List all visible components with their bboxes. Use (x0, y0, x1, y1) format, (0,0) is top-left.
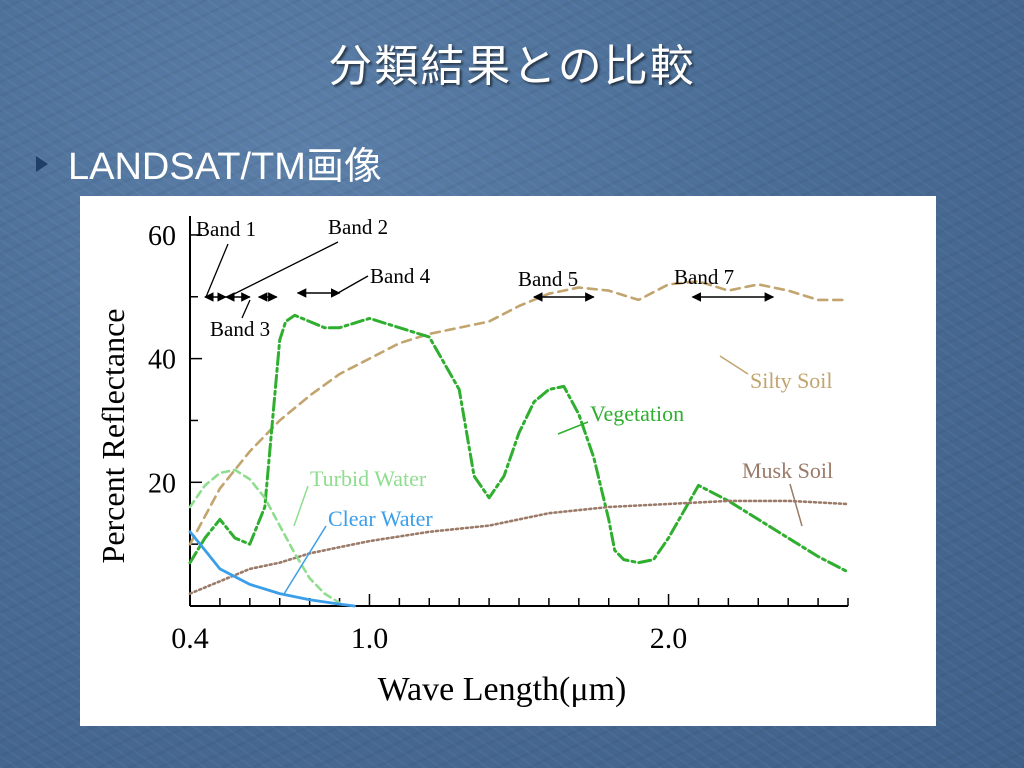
band-leader-line (337, 275, 369, 294)
series-label-vegetation: Vegetation (590, 401, 684, 426)
axes-layer: 20 40 60 0.4 1.0 2.0 (148, 216, 849, 655)
x-tick-label: 0.4 (171, 622, 209, 655)
x-tick-label: 1.0 (351, 622, 389, 655)
band-label-band-3: Band 3 (210, 317, 270, 341)
series-silty-soil (188, 280, 850, 546)
x-axis-label: Wave Length(μm) (378, 671, 627, 708)
bullet-item: LANDSAT/TM画像 (36, 135, 382, 190)
band-label-band-5: Band 5 (518, 267, 578, 291)
y-axis-label: Percent Reflectance (95, 309, 131, 564)
series-musk-soil (188, 499, 850, 595)
series-label-leader (283, 525, 327, 595)
series-layer (188, 280, 850, 608)
y-tick-label: 60 (148, 221, 176, 252)
band-label-band-7: Band 7 (674, 265, 734, 289)
labels-layer: Wave Length(μm) Percent Reflectance Silty … (95, 309, 833, 708)
series-label-leader (293, 485, 309, 527)
reflectance-chart-figure: 20 40 60 0.4 1.0 2.0 Band 1 Band 2 Band 3 Band 4… (80, 196, 936, 726)
series-turbid-water (188, 468, 341, 605)
x-tick-label: 2.0 (650, 622, 688, 655)
band-leader-line (227, 241, 339, 298)
bullet-text: LANDSAT/TM画像 (68, 146, 382, 188)
band-label-band-4: Band 4 (370, 264, 431, 288)
band-label-band-1: Band 1 (196, 217, 256, 241)
bullet-marker-icon (36, 155, 48, 172)
band-label-band-2: Band 2 (328, 215, 388, 239)
series-label-leader (789, 483, 803, 527)
series-label-silty-soil: Silty Soil (750, 368, 833, 393)
y-tick-label: 40 (148, 345, 176, 376)
series-label-leader (719, 355, 749, 375)
series-label-musk-soil: Musk Soil (742, 458, 833, 483)
bands-layer: Band 1 Band 2 Band 3 Band 4 Band 5 Band 7 (196, 215, 775, 341)
series-vegetation (188, 313, 850, 574)
slide-title: 分類結果との比較 (328, 41, 696, 92)
series-label-turbid-water: Turbid Water (310, 466, 427, 491)
reflectance-chart: 20 40 60 0.4 1.0 2.0 Band 1 Band 2 Band 3 Band 4… (95, 215, 850, 708)
band-leader-line (205, 243, 229, 298)
y-tick-label: 20 (148, 468, 176, 499)
band-leader-line (241, 299, 251, 319)
series-label-clear-water: Clear Water (328, 506, 433, 531)
series-label-leader (557, 421, 589, 435)
series-clear-water (188, 530, 356, 608)
